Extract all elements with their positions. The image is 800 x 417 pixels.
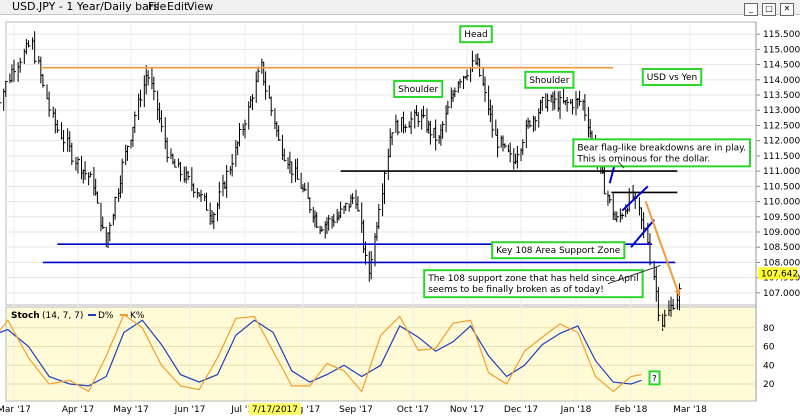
x-tick-label: Aug '17 — [286, 405, 320, 415]
price-tick-label: 115.500 — [763, 30, 800, 40]
stoch-legend-label: D% — [98, 311, 114, 321]
x-tick-label: Sep '17 — [339, 405, 373, 415]
menu-view[interactable]: View — [187, 0, 214, 13]
right-shoulder-label-box — [524, 70, 575, 89]
close-icon[interactable]: ✕ — [780, 3, 794, 16]
breakdown-note-box — [423, 269, 644, 299]
forecast-arrow-line — [644, 201, 681, 297]
window-title: USD.JPY - 1 Year/Daily bars — [12, 0, 160, 13]
bear-flag-note-group: Bear flag-like breakdowns are in play.Th… — [572, 138, 751, 168]
price-tick-label: 107.000 — [763, 289, 800, 299]
menu-file[interactable]: File — [148, 0, 167, 13]
x-tick-label: May '17 — [113, 405, 148, 415]
left-shoulder-label-group: Shoulder — [393, 79, 444, 98]
stoch-tick-label: 20 — [763, 380, 775, 390]
x-tick-label: Jan '18 — [560, 405, 592, 415]
stoch-legend-label: K% — [130, 311, 145, 321]
head-label-text: Head — [464, 30, 488, 40]
x-tick-label: Mar '18 — [673, 405, 707, 415]
head-label-box — [459, 25, 493, 44]
price-tick-label: 112.500 — [763, 121, 800, 131]
stoch-tick-label: 60 — [763, 343, 775, 353]
stoch-d-line — [0, 319, 642, 387]
title-bar: USD.JPY - 1 Year/Daily bars File Edit Vi… — [0, 0, 800, 16]
x-tick-label: Dec '17 — [504, 405, 538, 415]
stoch-k-line — [0, 313, 642, 393]
last-price-label: 107.642 — [761, 269, 798, 279]
bear-flag-note-text: Bear flag-like breakdowns are in play. — [577, 143, 746, 153]
breakdown-note-text: seems to be finally broken as of today! — [428, 285, 604, 295]
price-tick-label: 108.500 — [763, 243, 800, 253]
x-tick-label: Feb '18 — [615, 405, 648, 415]
x-tick-label: Apr '17 — [62, 405, 94, 415]
stoch-params: (14, 7, 7) — [42, 311, 83, 321]
head-label-group: Head — [459, 25, 493, 44]
window-controls: _ □ ✕ — [740, 1, 794, 16]
price-tick-label: 111.000 — [763, 167, 800, 177]
right-shoulder-label-text: Shoulder — [529, 76, 569, 86]
bear-flag-line — [630, 219, 655, 248]
price-tick-label: 114.000 — [763, 76, 800, 86]
forecast-arrow-head — [674, 288, 681, 296]
stoch-marker-label: ? — [652, 374, 657, 384]
minimize-icon[interactable]: _ — [744, 3, 758, 16]
menu-edit[interactable]: Edit — [167, 0, 189, 13]
x-tick-label: Jul '17 — [230, 405, 259, 415]
price-tick-label: 110.000 — [763, 198, 800, 208]
bear-flag-note-text: This is ominous for the dollar. — [576, 154, 710, 164]
breakdown-note-pointer — [607, 264, 661, 285]
date-marker-label: 7/17/2017 — [252, 405, 298, 415]
price-tick-label: 115.000 — [763, 45, 800, 55]
support-zone-label-text: Key 108 Area Support Zone — [496, 246, 621, 256]
stoch-marker-box — [648, 370, 661, 386]
x-tick-label: Mar '17 — [0, 405, 31, 415]
bear-flag-note-pointer — [618, 161, 625, 169]
price-tick-label: 113.000 — [763, 106, 800, 116]
left-shoulder-label-text: Shoulder — [398, 85, 438, 95]
price-tick-label: 114.500 — [763, 61, 800, 71]
usd-vs-yen-label-group: USD vs Yen — [641, 68, 703, 86]
stoch-tick-label: 40 — [763, 361, 775, 371]
left-shoulder-label-box — [393, 79, 444, 98]
price-tick-label: 110.500 — [763, 182, 800, 192]
price-tick-label: 109.500 — [763, 213, 800, 223]
breakdown-note-group: The 108 support zone that has held since… — [423, 269, 644, 299]
stoch-title: Stoch — [11, 311, 40, 321]
support-zone-label-box — [491, 241, 626, 260]
maximize-icon[interactable]: □ — [762, 3, 776, 16]
price-tick-label: 109.000 — [763, 228, 800, 238]
price-tick-label: 111.500 — [763, 152, 800, 162]
x-tick-label: Nov '17 — [450, 405, 484, 415]
x-tick-label: Oct '17 — [397, 405, 429, 415]
x-tick-label: Jun '17 — [174, 405, 206, 415]
last-price-tag — [758, 267, 798, 280]
usd-vs-yen-label-box — [641, 68, 703, 86]
date-marker-bg — [248, 403, 301, 415]
support-zone-label-group: Key 108 Area Support Zone — [491, 241, 626, 260]
price-tick-label: 112.000 — [763, 137, 800, 147]
breakdown-note-text: The 108 support zone that has held since… — [427, 274, 638, 284]
price-tick-label: 113.500 — [763, 91, 800, 101]
price-tick-label: 108.000 — [763, 258, 800, 268]
right-shoulder-label-group: Shoulder — [524, 70, 575, 89]
bear-flag-line — [621, 185, 649, 212]
stoch-tick-label: 80 — [763, 324, 775, 334]
stoch-panel — [5, 306, 757, 402]
bear-flag-note-box — [572, 138, 751, 168]
usd-vs-yen-label-text: USD vs Yen — [647, 73, 698, 83]
